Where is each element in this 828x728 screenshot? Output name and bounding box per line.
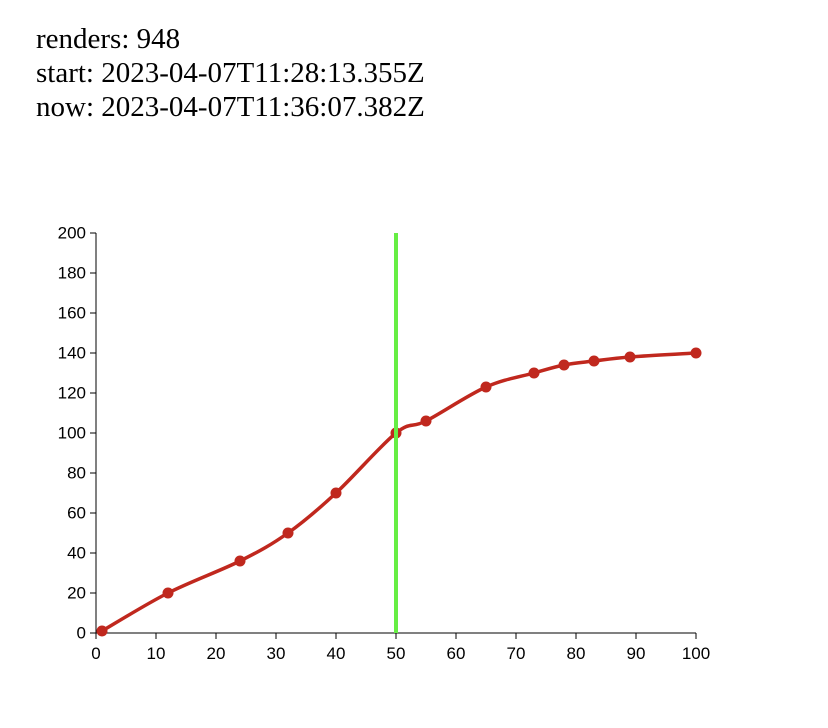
x-tick-label: 90 bbox=[627, 644, 646, 663]
data-point bbox=[528, 367, 540, 379]
series-group bbox=[96, 233, 702, 637]
data-point bbox=[690, 347, 702, 359]
x-tick-label: 0 bbox=[91, 644, 100, 663]
y-tick-label: 40 bbox=[67, 544, 86, 563]
y-tick-label: 60 bbox=[67, 504, 86, 523]
y-tick-label: 180 bbox=[58, 264, 86, 283]
now-time-text: now: 2023-04-07T11:36:07.382Z bbox=[36, 91, 425, 123]
data-point bbox=[420, 415, 432, 427]
renders-text: renders: 948 bbox=[36, 23, 181, 55]
data-point bbox=[96, 625, 108, 637]
data-point bbox=[624, 351, 636, 363]
x-tick-label: 70 bbox=[507, 644, 526, 663]
y-tick-label: 100 bbox=[58, 424, 86, 443]
data-point bbox=[558, 359, 570, 371]
data-point bbox=[162, 587, 174, 599]
x-tick-label: 60 bbox=[447, 644, 466, 663]
x-tick-label: 50 bbox=[387, 644, 406, 663]
x-tick-label: 40 bbox=[327, 644, 346, 663]
axes: 0 20 40 60 80 100 120 140 160 180 200 0 10 20 30 40 50 60… bbox=[58, 224, 711, 664]
start-time-text: start: 2023-04-07T11:28:13.355Z bbox=[36, 57, 425, 89]
x-tick-label: 10 bbox=[147, 644, 166, 663]
data-point bbox=[282, 527, 294, 539]
series-line bbox=[100, 351, 698, 633]
data-point bbox=[588, 355, 600, 367]
y-tick-label: 80 bbox=[67, 464, 86, 483]
y-tick-label: 20 bbox=[67, 584, 86, 603]
render-info: renders: 948 start: 2023-04-07T11:28:13.… bbox=[36, 22, 425, 124]
x-tick-label: 80 bbox=[567, 644, 586, 663]
y-tick-label: 140 bbox=[58, 344, 86, 363]
y-tick-label: 0 bbox=[77, 624, 86, 643]
y-tick-label: 120 bbox=[58, 384, 86, 403]
data-point bbox=[480, 381, 492, 393]
x-tick-label: 100 bbox=[682, 644, 710, 663]
data-point bbox=[234, 555, 246, 567]
x-tick-label: 30 bbox=[267, 644, 286, 663]
y-tick-label: 200 bbox=[58, 224, 86, 243]
data-point bbox=[330, 487, 342, 499]
y-tick-label: 160 bbox=[58, 304, 86, 323]
x-tick-label: 20 bbox=[207, 644, 226, 663]
